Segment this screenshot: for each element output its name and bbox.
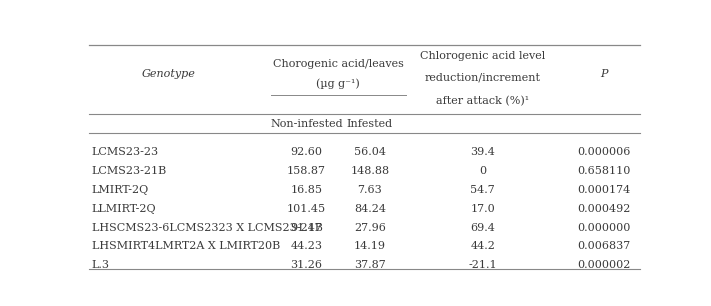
Text: P: P [600,69,608,79]
Text: 17.0: 17.0 [471,204,496,214]
Text: 7.63: 7.63 [358,185,383,195]
Text: 84.24: 84.24 [354,204,386,214]
Text: 44.2: 44.2 [471,241,496,252]
Text: Chorogenic acid/leaves: Chorogenic acid/leaves [273,59,404,69]
Text: 158.87: 158.87 [287,166,326,176]
Text: -21.1: -21.1 [469,260,497,270]
Text: 31.26: 31.26 [291,260,323,270]
Text: 37.87: 37.87 [354,260,386,270]
Text: 0.000006: 0.000006 [577,147,631,157]
Text: (µg g⁻¹): (µg g⁻¹) [316,79,360,89]
Text: 101.45: 101.45 [287,204,326,214]
Text: 0.000002: 0.000002 [577,260,631,270]
Text: after attack (%)¹: after attack (%)¹ [437,96,530,107]
Text: 44.23: 44.23 [291,241,323,252]
Text: 148.88: 148.88 [351,166,390,176]
Text: LHSMIRT4LMRT2A X LMIRT20B: LHSMIRT4LMRT2A X LMIRT20B [92,241,280,252]
Text: 0: 0 [479,166,486,176]
Text: LHSCMS23-6LCMS2323 X LCMS23-21B: LHSCMS23-6LCMS2323 X LCMS23-21B [92,222,323,233]
Text: 16.85: 16.85 [291,185,323,195]
Text: 0.000000: 0.000000 [577,222,631,233]
Text: reduction/increment: reduction/increment [425,73,541,83]
Text: LLMIRT-2Q: LLMIRT-2Q [92,204,156,214]
Text: LCMS23-23: LCMS23-23 [92,147,159,157]
Text: 56.04: 56.04 [354,147,386,157]
Text: LCMS23-21B: LCMS23-21B [92,166,167,176]
Text: Chlorogenic acid level: Chlorogenic acid level [420,50,545,61]
Text: Non-infested: Non-infested [270,119,343,129]
Text: 14.19: 14.19 [354,241,386,252]
Text: 92.60: 92.60 [291,147,323,157]
Text: 0.000174: 0.000174 [577,185,631,195]
Text: 91.47: 91.47 [291,222,323,233]
Text: 0.658110: 0.658110 [577,166,631,176]
Text: LMIRT-2Q: LMIRT-2Q [92,185,149,195]
Text: 69.4: 69.4 [471,222,496,233]
Text: L.3: L.3 [92,260,109,270]
Text: Genotype: Genotype [141,69,196,79]
Text: 54.7: 54.7 [471,185,496,195]
Text: 0.006837: 0.006837 [577,241,631,252]
Text: 27.96: 27.96 [354,222,386,233]
Text: 39.4: 39.4 [471,147,496,157]
Text: 0.000492: 0.000492 [577,204,631,214]
Text: Infested: Infested [347,119,393,129]
